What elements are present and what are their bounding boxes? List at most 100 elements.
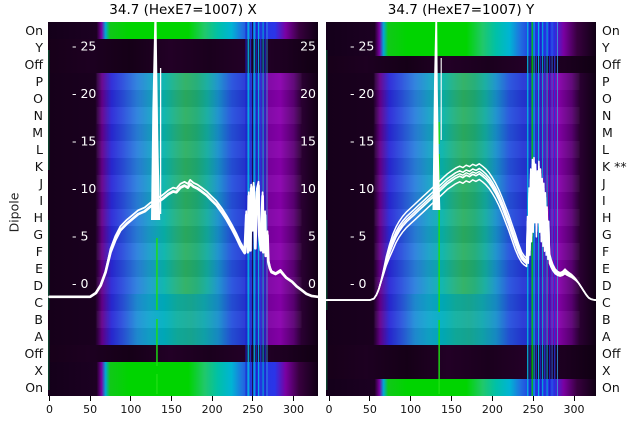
heatmap-row	[48, 56, 318, 74]
row-shade	[96, 90, 302, 107]
x-tick-label: 0	[46, 403, 53, 416]
row-shade	[96, 294, 302, 311]
row-label-right: Y	[602, 39, 610, 55]
row-shade	[374, 311, 580, 328]
clipped-peak-spike	[151, 22, 161, 220]
row-label-right: G	[602, 226, 612, 242]
panel-svg-1: - 25 - 20 - 15 - 10 - 5 - 0	[326, 22, 596, 396]
vertical-stripe	[527, 22, 529, 396]
row-shade	[96, 73, 302, 90]
row-shade	[96, 158, 302, 175]
row-label-left: O	[33, 90, 43, 106]
inner-tick-label-right: 0	[308, 276, 316, 291]
panel-title-y: 34.7 (HexE7=1007) Y	[387, 2, 535, 18]
row-label-right: D	[602, 277, 612, 293]
heatmap-row	[326, 90, 596, 108]
heatmap-row	[326, 73, 596, 91]
row-label-right: Off	[602, 345, 621, 361]
x-tick-mark	[532, 396, 534, 401]
x-tick-mark	[573, 396, 575, 401]
heatmap-row	[326, 107, 596, 125]
row-shade	[96, 243, 302, 260]
x-tick-mark	[49, 396, 50, 401]
row-label-right: N	[602, 107, 612, 123]
heatmap-row	[48, 379, 318, 396]
row-shade	[96, 277, 302, 294]
clipped-peak-spike	[432, 22, 441, 210]
row-shade	[96, 311, 302, 328]
row-label-left: On	[25, 22, 43, 38]
inner-tick-label: - 15	[350, 134, 374, 149]
row-label-right: L	[602, 141, 609, 157]
row-label-right: M	[602, 124, 613, 140]
vertical-stripe	[554, 22, 556, 396]
green-event-line	[156, 238, 158, 310]
row-label-right: B	[602, 311, 611, 327]
row-label-right: P	[602, 73, 610, 89]
inner-tick-label-right: 10	[300, 181, 316, 196]
row-label-left: F	[35, 243, 43, 259]
panel-svg-0: - 25 - 20 - 15 - 10 - 5 - 0 25 20 15 10 5 0	[48, 22, 318, 396]
green-event-line	[156, 319, 158, 366]
row-shade	[374, 73, 580, 90]
x-tick-label: 150	[441, 403, 462, 416]
vertical-stripe	[549, 22, 551, 396]
row-label-left: K	[34, 158, 43, 174]
heatmap-row	[326, 39, 596, 57]
heatmap-row	[326, 345, 596, 363]
row-label-left: E	[35, 260, 43, 276]
edge-stripe	[326, 220, 328, 310]
edge-stripe	[48, 330, 50, 390]
row-label-right: X	[602, 362, 611, 378]
x-tick-mark	[451, 396, 452, 401]
row-label-right: H	[602, 209, 612, 225]
row-label-left: D	[33, 277, 43, 293]
x-tick-label: 50	[83, 403, 98, 416]
edge-stripe	[326, 50, 328, 170]
row-label-right: E	[602, 260, 610, 276]
inner-tick-label: - 10	[72, 181, 96, 196]
vertical-stripe	[551, 22, 553, 396]
heatmap-row	[326, 294, 596, 312]
profile-curve	[48, 179, 318, 298]
vertical-stripe	[557, 22, 558, 396]
green-event-line	[156, 374, 158, 394]
inner-tick-label-right: 15	[300, 134, 316, 149]
inner-tick-label: - 15	[72, 134, 96, 149]
inner-tick-label-right: 20	[300, 86, 316, 101]
green-event-line	[438, 122, 440, 144]
x-tick-label: 250	[242, 403, 264, 416]
inner-tick-label: - 5	[72, 229, 88, 244]
green-event-line	[438, 154, 440, 312]
inner-tick-label-right: 25	[300, 39, 316, 54]
row-label-left: X	[34, 362, 43, 378]
edge-stripe	[326, 330, 328, 390]
x-tick-label: 250	[522, 403, 544, 416]
profile-curve	[326, 172, 596, 301]
row-shade	[96, 124, 302, 141]
row-label-left: A	[34, 328, 43, 344]
inner-tick-label: - 0	[350, 276, 366, 291]
x-tick-mark	[89, 396, 91, 401]
heatmap-row	[326, 124, 596, 142]
x-tick-label: 100	[400, 403, 422, 416]
row-shade	[96, 226, 302, 243]
x-tick-label: 200	[201, 403, 223, 416]
row-label-right: J	[602, 175, 606, 191]
row-label-right: On	[602, 379, 620, 395]
vertical-stripe	[245, 22, 247, 396]
row-label-right: I	[602, 192, 606, 208]
edge-stripe	[48, 220, 50, 310]
x-tick-label: 300	[282, 403, 304, 416]
inner-tick-label: - 25	[72, 39, 96, 54]
row-label-left: H	[33, 209, 43, 225]
x-tick-mark	[369, 396, 371, 401]
row-label-left: N	[33, 107, 43, 123]
vertical-stripe	[266, 22, 268, 396]
heatmap-row	[326, 362, 596, 380]
inner-tick-label: - 25	[350, 39, 374, 54]
row-label-left: Off	[24, 56, 43, 72]
row-label-left: G	[33, 226, 43, 242]
row-label-right: On	[602, 22, 620, 38]
